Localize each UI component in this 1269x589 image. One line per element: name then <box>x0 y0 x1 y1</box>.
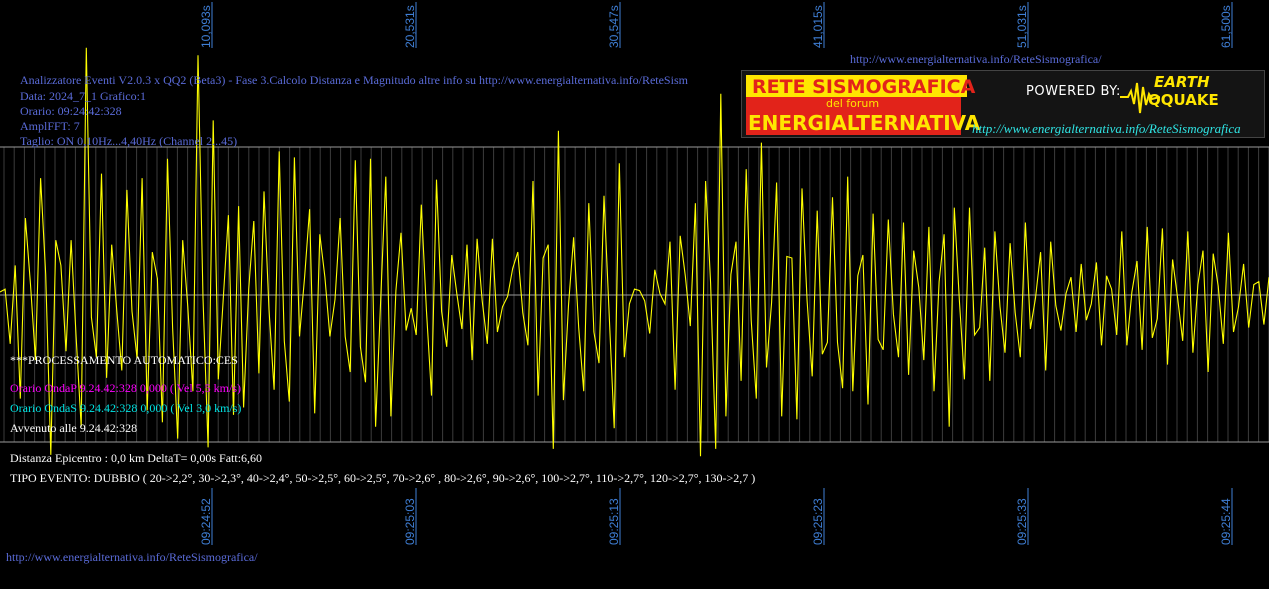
processing-status: ***PROCESSAMENTO AUTOMATICO:CES <box>10 353 238 367</box>
time-tick-label: 09:25:23 <box>811 498 825 545</box>
elapsed-tick-label: 10,093s <box>199 5 213 48</box>
banner-powered-by: POWERED BY: <box>1026 84 1121 99</box>
banner-yellow-panel <box>746 75 967 97</box>
time-tick-label: 09:25:13 <box>607 498 621 545</box>
p-wave-time: Orario OndaP 9.24.42:328 0,000 ( Vel 5,5… <box>10 381 241 395</box>
top-website-link[interactable]: http://www.energialternativa.info/ReteSi… <box>850 52 1102 66</box>
elapsed-tick-label: 20,531s <box>403 5 417 48</box>
event-type: TIPO EVENTO: DUBBIO ( 20->2,2°, 30->2,3°… <box>10 471 756 485</box>
time-tick-label: 09:25:03 <box>403 498 417 545</box>
seismograph-logo-icon <box>1120 82 1160 114</box>
s-wave-time: Orario OndaS 9.24.42:328 0,000 ( Vel 3,0… <box>10 401 242 415</box>
clock-time-labels: 09:24:52 09:25:03 09:25:13 09:25:23 09:25:33… <box>199 498 1233 545</box>
banner-website-link[interactable]: http://www.energialternativa.info/ReteSi… <box>972 121 1241 136</box>
elapsed-tick-label: 30,547s <box>607 5 621 48</box>
elapsed-tick-label: 41,015s <box>811 5 825 48</box>
header-date: Data: 2024_7_1 Grafico:1 <box>20 89 146 103</box>
banner-brand-top: EARTH <box>1154 73 1210 91</box>
time-tick-label: 09:25:44 <box>1219 498 1233 545</box>
elapsed-time-labels: 10,093s 20,531s 30,547s 41,015s 51,031s 61,50… <box>199 5 1233 48</box>
elapsed-tick-label: 61,500s <box>1219 5 1233 48</box>
banner-forum-name: ENERGIALTERNATIVA <box>748 111 981 135</box>
banner-subtitle: del forum <box>826 97 880 110</box>
time-tick-label: 09:24:52 <box>199 498 213 545</box>
header-analyzer-info: Analizzatore Eventi V2.0.3 x QQ2 (Beta3)… <box>20 73 688 87</box>
header-time: Orario: 09:24:42:328 <box>20 104 122 118</box>
reference-lines <box>0 146 1269 443</box>
time-tick-label: 09:25:33 <box>1015 498 1029 545</box>
header-filter: Taglio: ON 0,10Hz...4,40Hz (Channel 2...… <box>20 134 238 148</box>
axis-ticks <box>211 2 1233 545</box>
epicenter-distance: Distanza Epicentro : 0,0 km DeltaT= 0,00… <box>10 451 263 465</box>
banner-red-panel <box>746 97 961 135</box>
bottom-website-link[interactable]: http://www.energialternativa.info/ReteSi… <box>6 550 258 564</box>
header-amplfft: AmplFFT: 7 <box>20 119 80 133</box>
network-banner: RETE SISMOGRAFICA del forum ENERGIALTERN… <box>741 70 1265 138</box>
elapsed-tick-label: 51,031s <box>1015 5 1029 48</box>
banner-brand-bottom: QQUAKE <box>1148 91 1219 109</box>
event-occurred-time: Avvenuto alle 9.24.42:328 <box>10 421 138 435</box>
banner-title: RETE SISMOGRAFICA <box>752 76 976 98</box>
seismic-trace <box>0 47 1269 457</box>
